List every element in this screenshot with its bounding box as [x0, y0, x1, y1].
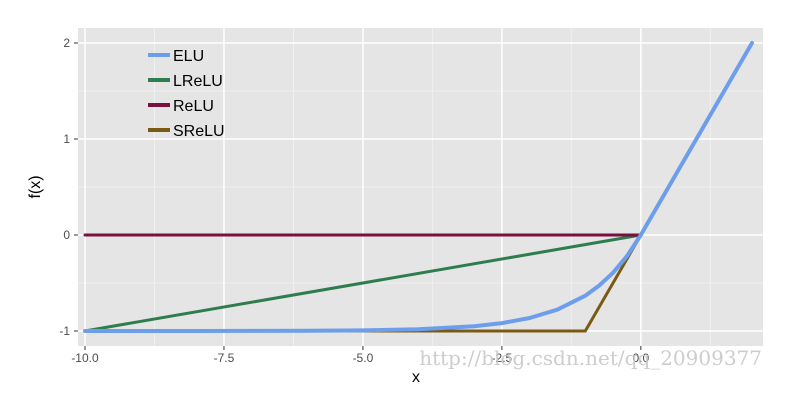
y-tick-label: 2 — [63, 36, 70, 50]
y-tick-label: -1 — [59, 324, 70, 338]
series-layer — [83, 41, 754, 333]
y-tick-label: 0 — [63, 228, 70, 242]
x-tick-label: 0.0 — [632, 351, 649, 365]
series-line-elu — [83, 41, 754, 333]
y-tick-label: 1 — [63, 132, 70, 146]
y-axis-ticks: -1 0 1 2 — [59, 36, 78, 338]
x-tick-label: -5.0 — [353, 351, 374, 365]
x-axis-label: x — [412, 369, 420, 386]
legend-label-lrelu: LReLU — [173, 73, 223, 90]
legend-label-srelu: SReLU — [173, 123, 225, 140]
x-tick-label: -7.5 — [214, 351, 235, 365]
legend-label-elu: ELU — [173, 48, 204, 65]
x-tick-label: -10.0 — [71, 351, 99, 365]
legend-label-relu: ReLU — [173, 98, 214, 115]
watermark-text: http://blog.csdn.net/qq_20909377 — [419, 346, 762, 370]
x-tick-label: -2.5 — [492, 351, 513, 365]
y-axis-label: f(x) — [27, 175, 44, 198]
legend: ELU LReLU ReLU SReLU — [148, 48, 225, 140]
x-axis-ticks: -10.0 -7.5 -5.0 -2.5 0.0 — [71, 346, 649, 365]
